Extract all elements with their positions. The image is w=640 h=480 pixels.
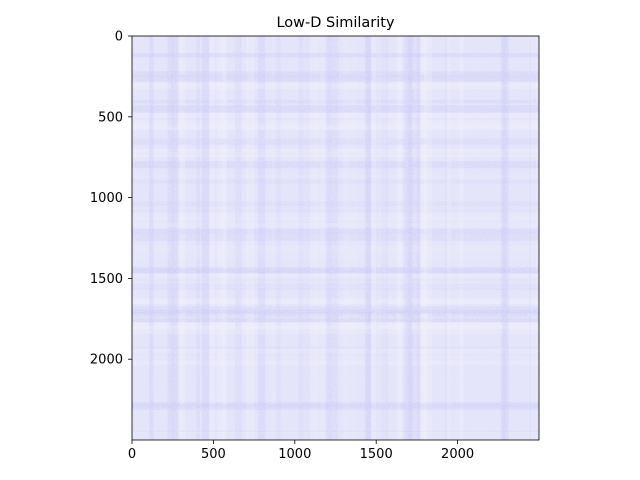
- plot-frame: [131, 35, 540, 441]
- x-tick-label: 1500: [360, 447, 393, 462]
- x-axis: 0 500 1000 1500 2000: [128, 440, 474, 462]
- y-axis: 0 500 1000 1500 2000: [90, 30, 132, 368]
- x-tick-label: 1000: [278, 447, 311, 462]
- y-tick-label: 1000: [90, 191, 123, 206]
- chart-title: Low-D Similarity: [276, 15, 395, 31]
- x-tick-label: 2000: [441, 447, 474, 462]
- heatmap-area: [132, 36, 539, 440]
- y-tick-label: 500: [98, 110, 123, 125]
- y-tick-label: 1500: [90, 272, 123, 287]
- y-tick-label: 0: [115, 30, 123, 45]
- heatmap-noise: [132, 36, 539, 440]
- x-tick-label: 0: [128, 447, 136, 462]
- y-tick-label: 2000: [90, 353, 123, 368]
- x-tick-label: 500: [201, 447, 226, 462]
